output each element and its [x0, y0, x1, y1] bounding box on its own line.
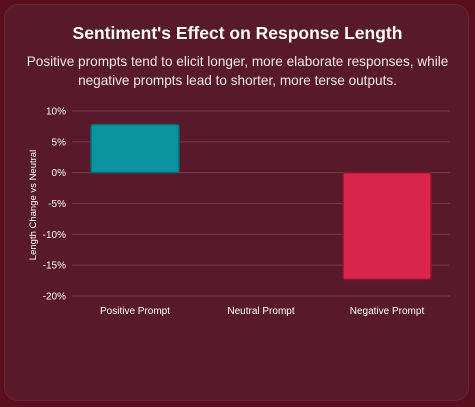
x-category-label: Neutral Prompt — [227, 306, 294, 317]
y-axis-ticks: 10% 5% 0% -5% -10% -15% -20% — [43, 107, 66, 303]
y-tick-label: -20% — [43, 292, 66, 303]
y-axis-label: Length Change vs Neutral — [28, 150, 39, 260]
bars — [90, 123, 432, 281]
y-tick-label: -5% — [48, 199, 66, 210]
bar-negative-prompt — [342, 171, 432, 281]
x-axis-categories: Positive Prompt Neutral Prompt Negative Pr… — [100, 306, 424, 317]
y-tick-label: 5% — [52, 137, 67, 148]
chart-title: Sentiment's Effect on Response Length — [72, 23, 403, 43]
y-tick-label: 0% — [52, 168, 67, 179]
y-tick-label: 10% — [46, 107, 66, 118]
y-tick-label: -10% — [43, 230, 66, 241]
y-tick-label: -15% — [43, 261, 66, 272]
chart-subtitle: Positive prompts tend to elicit longer, … — [26, 54, 449, 88]
bar-positive-prompt — [90, 123, 180, 174]
x-category-label: Negative Prompt — [350, 306, 425, 317]
x-category-label: Positive Prompt — [100, 306, 170, 317]
